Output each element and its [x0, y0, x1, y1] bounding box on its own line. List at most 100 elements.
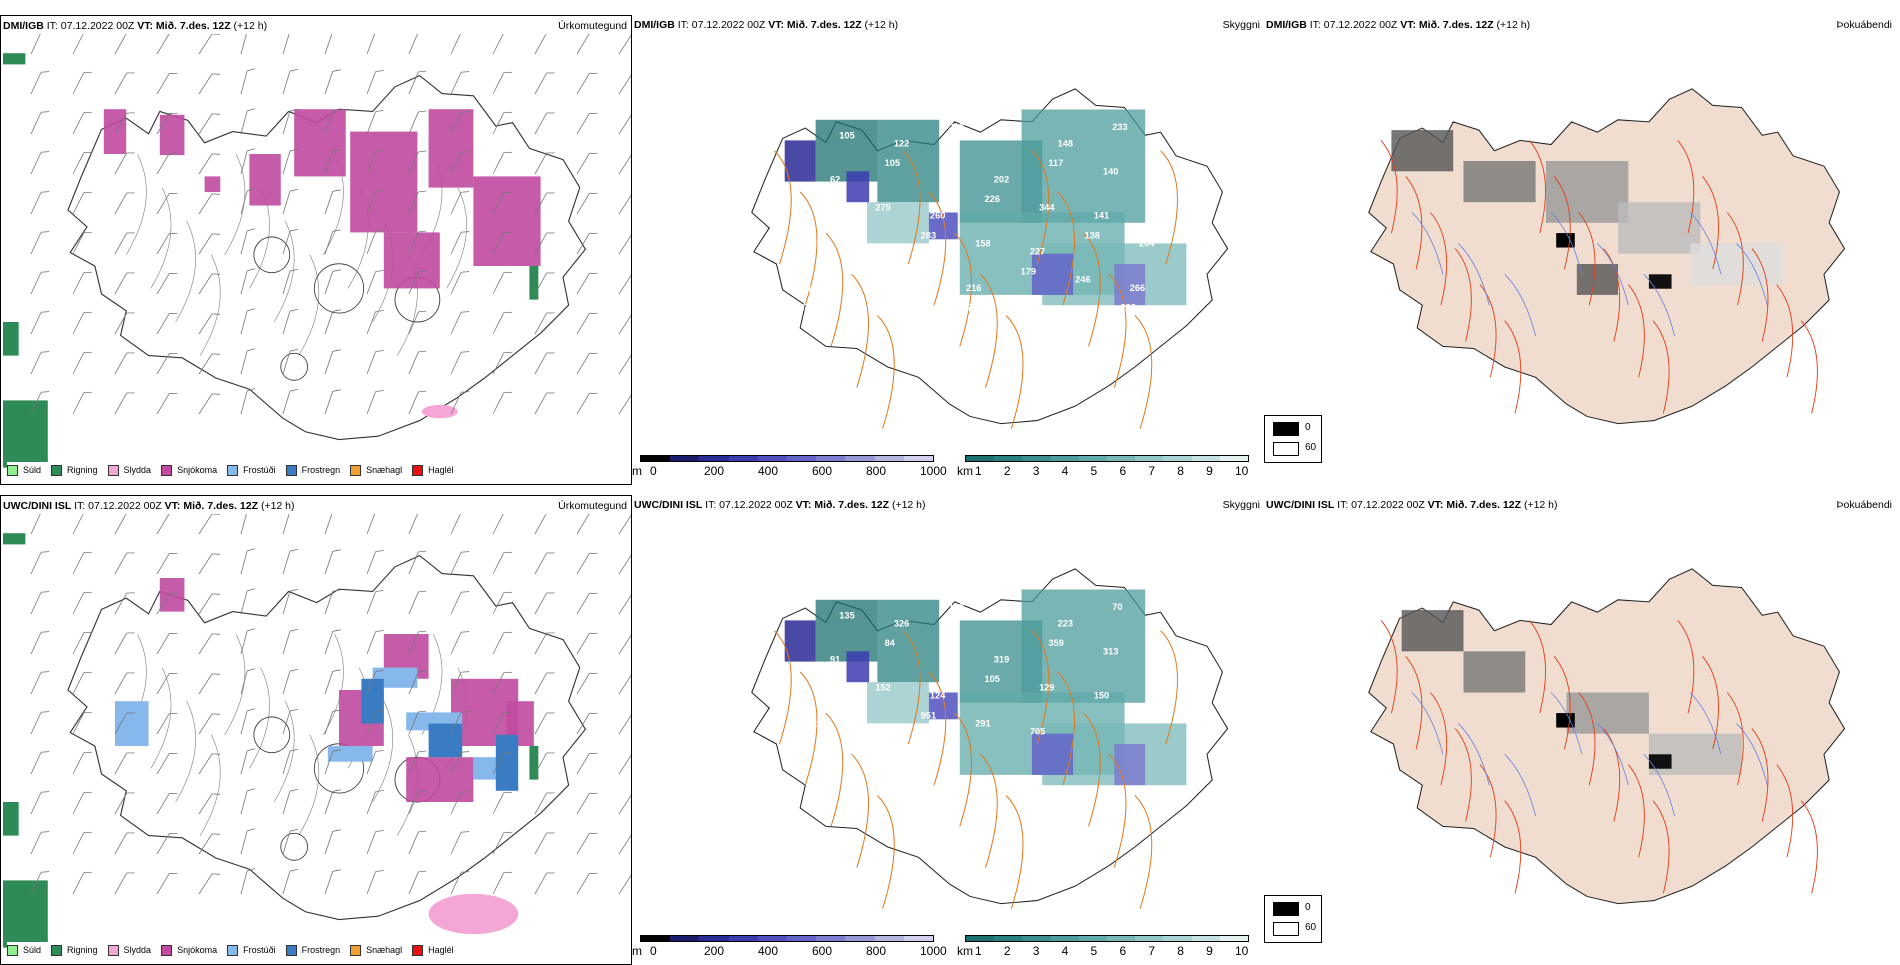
- legend-label: Snjókoma: [177, 945, 217, 955]
- ceiling-label: 313: [1103, 646, 1118, 656]
- ceiling-label: 317: [793, 302, 808, 312]
- colorbar-tick: 8: [1177, 944, 1184, 958]
- ceiling-label: 91: [830, 655, 840, 665]
- ceiling-label: 86: [1167, 610, 1177, 620]
- ceiling-label: 813: [821, 674, 836, 684]
- colorbar-unit: m: [632, 464, 642, 478]
- visibility-map: 1471051222902761482331206210521820211714…: [632, 33, 1264, 453]
- colorbar-tick: 800: [866, 944, 886, 958]
- ceiling-label: 98: [857, 266, 867, 276]
- legend-swatch: [286, 465, 297, 476]
- product-title: Skyggni: [1223, 499, 1260, 511]
- ceiling-label: 222: [939, 646, 954, 656]
- lead-time: (+12 h): [261, 500, 295, 512]
- legend-swatch: [108, 465, 119, 476]
- lead-time: (+12 h): [1524, 499, 1558, 511]
- colorbar-tick: 5: [1091, 464, 1098, 478]
- fog-swatch: [1273, 922, 1299, 936]
- ceiling-label: 135: [839, 610, 854, 620]
- legend-swatch: [412, 465, 423, 476]
- colorbar-unit: m: [632, 944, 642, 958]
- ceiling-label: 105: [885, 158, 900, 168]
- model-source: DMI/IGB: [1266, 19, 1307, 31]
- legend-item: Rigning: [51, 465, 98, 476]
- colorbar-tick: 2: [1004, 464, 1011, 478]
- ceiling-label: 266: [1130, 283, 1145, 293]
- ceiling-label: 197: [957, 302, 972, 312]
- ceiling-label: 226: [985, 194, 1000, 204]
- ceiling-label: 247: [821, 194, 836, 204]
- legend-item: Snjókoma: [161, 945, 217, 956]
- product-title: Þokuábendi: [1837, 499, 1892, 511]
- ceiling-label: 218: [939, 166, 954, 176]
- ceiling-label: 291: [975, 718, 990, 728]
- panel-dmi-precip-type: DMI/IGB IT: 07.12.2022 00Z VT: Mið. 7.de…: [0, 15, 632, 485]
- legend-swatch: [286, 945, 297, 956]
- legend-label: Slydda: [124, 465, 152, 475]
- legend-swatch: [412, 945, 423, 956]
- legend-label: Haglél: [428, 945, 454, 955]
- legend-label: Snjókoma: [177, 465, 217, 475]
- legend-swatch: [7, 945, 18, 956]
- legend-item: Haglél: [412, 465, 454, 476]
- legend-label: Súld: [23, 465, 41, 475]
- valid-time: VT: Mið. 7.des. 12Z: [137, 20, 230, 32]
- ceiling-label: 138: [1158, 175, 1173, 185]
- colorbar-tick: 5: [1091, 944, 1098, 958]
- panel-uwc-precip-type: UWC/DINI ISL IT: 07.12.2022 00Z VT: Mið.…: [0, 495, 632, 965]
- colorbar-tick: 6: [1119, 944, 1126, 958]
- colorbar-tick: 1000: [920, 464, 947, 478]
- legend-swatch: [350, 945, 361, 956]
- ceiling-label: 124: [811, 718, 827, 728]
- ceiling-label: 62: [830, 175, 840, 185]
- colorbar-tick: 1: [975, 464, 982, 478]
- ceiling-label: 413: [1158, 655, 1173, 665]
- fog-swatch: [1273, 442, 1299, 456]
- fog-label: 0: [1305, 422, 1311, 433]
- fog-label: 0: [1305, 902, 1311, 913]
- ceiling-label: 326: [894, 619, 909, 629]
- colorbar-tick: 600: [812, 464, 832, 478]
- ceiling-label: 128: [1011, 311, 1026, 321]
- colorbar-tick: 600: [812, 944, 832, 958]
- colorbar-tick: 400: [758, 464, 778, 478]
- legend-swatch: [108, 945, 119, 956]
- legend-item: Slydda: [108, 945, 152, 956]
- colorbar-tick: 800: [866, 464, 886, 478]
- legend-swatch: [51, 945, 62, 956]
- ceiling-label: 402: [866, 247, 881, 257]
- ceiling-label: 951: [921, 710, 936, 720]
- ceiling-label: 102: [948, 602, 963, 612]
- panel-uwc-fog: UWC/DINI ISL IT: 07.12.2022 00Z VT: Mið.…: [1264, 495, 1896, 965]
- panel-dmi-fog: DMI/IGB IT: 07.12.2022 00Z VT: Mið. 7.de…: [1264, 15, 1896, 485]
- legend-label: Rigning: [67, 945, 98, 955]
- ceiling-label: 319: [994, 655, 1009, 665]
- legend-swatch: [227, 945, 238, 956]
- valid-time: VT: Mið. 7.des. 12Z: [165, 500, 258, 512]
- legend-item: Súld: [7, 465, 41, 476]
- lead-time: (+12 h): [892, 499, 926, 511]
- init-time: IT: 07.12.2022 00Z: [1310, 19, 1398, 31]
- ceiling-label: 227: [1030, 247, 1045, 257]
- ceiling-label: 129: [1039, 682, 1054, 692]
- colorbar-tick: 10: [1235, 464, 1248, 478]
- colorbar-tick: 8: [1177, 464, 1184, 478]
- legend-swatch: [51, 465, 62, 476]
- fog-index-map: [1264, 513, 1896, 933]
- valid-time: VT: Mið. 7.des. 12Z: [1428, 499, 1521, 511]
- legend-item: Frostúði: [227, 945, 276, 956]
- legend-item: Haglél: [412, 945, 454, 956]
- ceiling-label: 344: [1039, 202, 1055, 212]
- init-time: IT: 07.12.2022 00Z: [1337, 499, 1425, 511]
- model-source: DMI/IGB: [3, 20, 44, 32]
- ceiling-label: 130: [902, 319, 917, 329]
- legend-item: Frostregn: [286, 465, 341, 476]
- colorbar-tick: 4: [1062, 944, 1069, 958]
- legend-swatch: [7, 465, 18, 476]
- legend-swatch: [161, 465, 172, 476]
- ceiling-label: 573: [947, 347, 962, 357]
- ceiling-label: 65: [893, 338, 903, 348]
- colorbar-strip: [965, 455, 1249, 462]
